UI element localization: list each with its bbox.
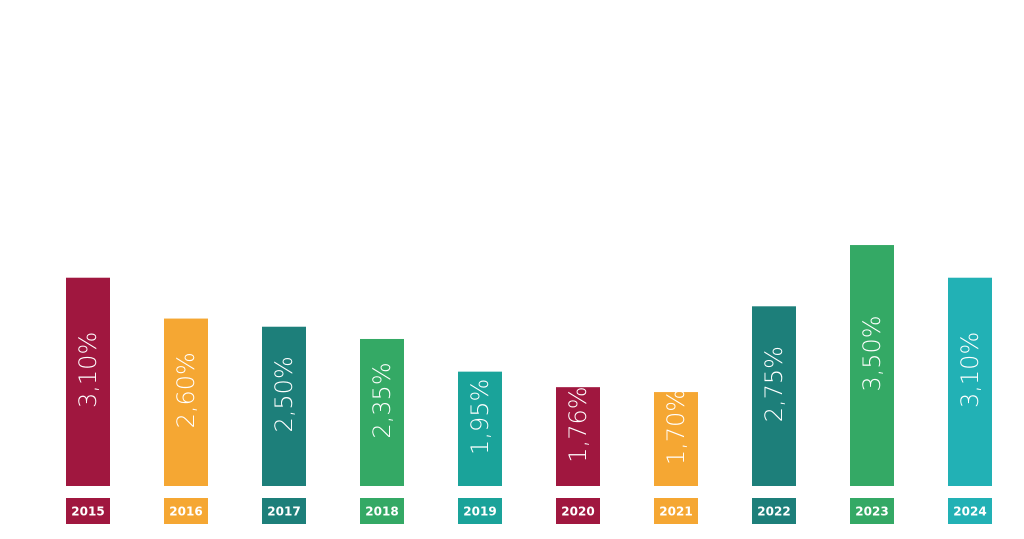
category-box [66, 498, 110, 524]
category-box [850, 498, 894, 524]
x-tick-label: 2023 [855, 505, 888, 519]
value-label: 2,75% [760, 346, 788, 422]
value-label: 1,70% [662, 389, 690, 465]
value-label: 1,95% [466, 379, 494, 455]
x-tick-label: 2017 [267, 505, 300, 519]
category-box [752, 498, 796, 524]
category-box [948, 498, 992, 524]
bar [66, 277, 110, 486]
x-tick-label: 2018 [365, 505, 398, 519]
x-tick-label: 2019 [463, 505, 496, 519]
category-box [360, 498, 404, 524]
category-box [164, 498, 208, 524]
x-tick-label: 2021 [659, 505, 692, 519]
value-label: 2,50% [270, 356, 298, 432]
category-box [458, 498, 502, 524]
x-tick-label: 2016 [169, 505, 202, 519]
x-tick-label: 2020 [561, 505, 594, 519]
bar [752, 306, 796, 486]
bar [360, 338, 404, 486]
bar [850, 245, 894, 486]
category-box [556, 498, 600, 524]
bar [654, 392, 698, 486]
bar [556, 387, 600, 486]
x-tick-label: 2022 [757, 505, 790, 519]
x-tick-label: 2024 [953, 505, 986, 519]
value-label: 3,10% [956, 332, 984, 408]
bar [262, 326, 306, 486]
value-label: 3,10% [74, 332, 102, 408]
bar [948, 277, 992, 486]
value-label: 3,50% [858, 315, 886, 391]
value-label: 1,76% [564, 386, 592, 462]
x-tick-label: 2015 [71, 505, 104, 519]
category-box [654, 498, 698, 524]
value-label: 2,60% [172, 352, 200, 428]
category-box [262, 498, 306, 524]
bar [164, 318, 208, 486]
value-label: 2,35% [368, 362, 396, 438]
bar [458, 371, 502, 486]
